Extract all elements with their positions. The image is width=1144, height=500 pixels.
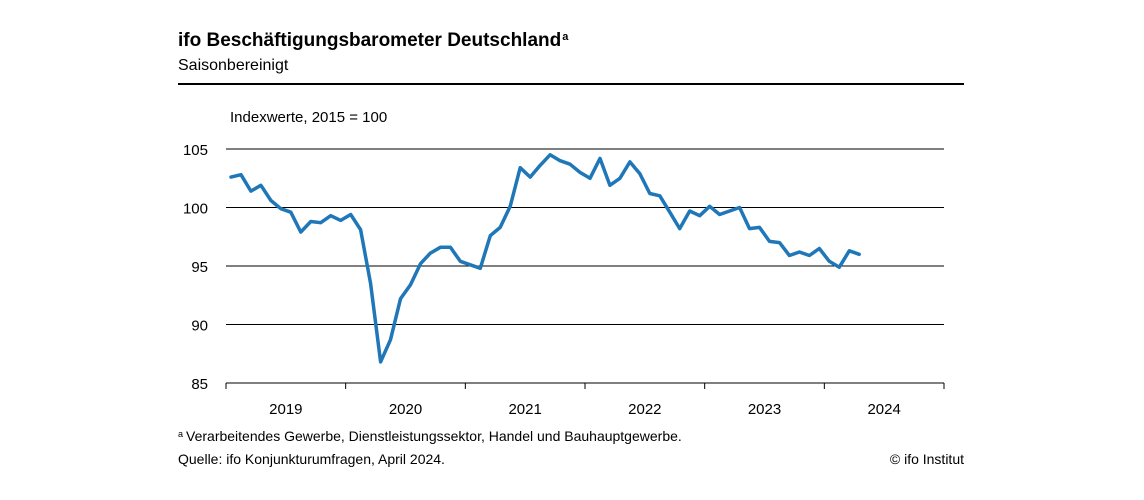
footnote-marker: a	[178, 429, 184, 439]
chart-title: ifo Beschäftigungsbarometer Deutschlanda	[178, 30, 568, 52]
title-footnote-marker: a	[562, 31, 569, 43]
x-tick-label-2020: 2020	[389, 401, 422, 418]
series-group	[229, 153, 861, 364]
chart-title-text: ifo Beschäftigungsbarometer Deutschland	[178, 30, 562, 51]
chart-subtitle: Saisonbereinigt	[178, 57, 289, 74]
x-tick-label-2024: 2024	[867, 401, 900, 418]
y-axis-tick-labels: 85 90 95 100 105	[183, 142, 208, 393]
y-tick-label-90: 90	[191, 318, 208, 335]
x-tick-label-2023: 2023	[748, 401, 781, 418]
y-tick-label-85: 85	[191, 376, 208, 393]
x-tick-label-2022: 2022	[628, 401, 661, 418]
copyright-note: © ifo Institut	[889, 451, 964, 467]
grid-lines	[226, 148, 944, 325]
x-tick-label-2021: 2021	[508, 401, 541, 418]
y-tick-label-100: 100	[183, 201, 208, 218]
y-tick-label-105: 105	[183, 142, 208, 159]
series-line-0	[229, 153, 861, 364]
source-note: Quelle: ifo Konjunkturumfragen, April 20…	[178, 451, 445, 467]
footnote: a Verarbeitendes Gewerbe, Dienstleistungs…	[178, 428, 682, 444]
x-tick-label-2019: 2019	[269, 401, 302, 418]
title-divider	[178, 83, 964, 85]
x-axis: 2019 2020 2021 2022 2023 2024	[225, 382, 945, 418]
footnote-text: Verarbeitendes Gewerbe, Dienstleistungss…	[186, 428, 682, 444]
unit-label: Indexwerte, 2015 = 100	[230, 109, 387, 126]
y-tick-label-95: 95	[191, 259, 208, 276]
